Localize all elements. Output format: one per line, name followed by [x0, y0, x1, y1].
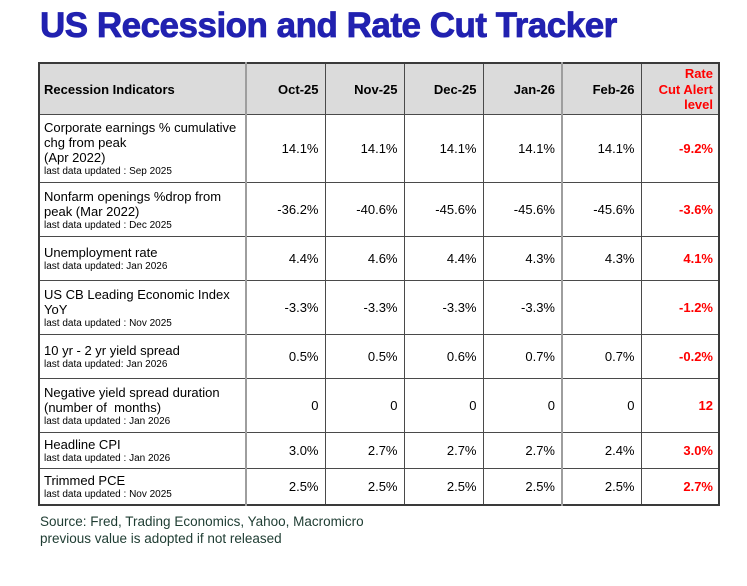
value-cell: 4.4% [245, 236, 326, 282]
value-cell: 2.7% [482, 432, 563, 470]
indicator-label: US CB Leading Economic Index YoY [44, 286, 230, 317]
alert-value-cell: 4.1% [640, 236, 720, 282]
value-cell: 2.4% [561, 432, 642, 470]
table-row-negative-spread-duration: Negative yield spread duration (number o… [38, 378, 720, 434]
value-cell: -45.6% [482, 182, 563, 238]
value-cell: 3.0% [245, 432, 326, 470]
recession-tracker-table: Recession Indicators Oct-25 Nov-25 Dec-2… [38, 62, 720, 506]
indicator-cell: Headline CPI last data updated : Jan 202… [38, 432, 247, 470]
value-cell: -40.6% [324, 182, 405, 238]
table-row-headline-cpi: Headline CPI last data updated : Jan 202… [38, 432, 720, 470]
column-header-feb-26: Feb-26 [561, 62, 642, 116]
last-updated-note: last data updated: Jan 2026 [44, 261, 168, 273]
indicator-label: Corporate earnings % cumulative chg from… [44, 120, 237, 166]
value-cell: 0 [403, 378, 484, 434]
column-header-nov-25: Nov-25 [324, 62, 405, 116]
alert-value-cell: -0.2% [640, 334, 720, 380]
last-updated-note: last data updated: Jan 2026 [44, 359, 168, 371]
value-cell: 0.5% [324, 334, 405, 380]
value-cell: 2.5% [324, 468, 405, 506]
source-note: Source: Fred, Trading Economics, Yahoo, … [40, 513, 747, 548]
alert-value-cell: 3.0% [640, 432, 720, 470]
last-updated-note: last data updated : Nov 2025 [44, 317, 172, 329]
value-cell: -3.3% [482, 280, 563, 336]
indicator-cell: US CB Leading Economic Index YoY last da… [38, 280, 247, 336]
column-header-dec-25: Dec-25 [403, 62, 484, 116]
column-header-rate-cut-alert: Rate Cut Alert level [640, 62, 720, 116]
indicator-cell: Negative yield spread duration (number o… [38, 378, 247, 434]
alert-value-cell: 12 [640, 378, 720, 434]
alert-value-cell: -1.2% [640, 280, 720, 336]
alert-value-cell: -9.2% [640, 114, 720, 184]
value-cell: -36.2% [245, 182, 326, 238]
value-cell: 2.5% [482, 468, 563, 506]
indicator-cell: Corporate earnings % cumulative chg from… [38, 114, 247, 184]
value-cell: 0 [482, 378, 563, 434]
column-header-oct-25: Oct-25 [245, 62, 326, 116]
indicator-label: Negative yield spread duration (number o… [44, 384, 220, 415]
table-row-trimmed-pce: Trimmed PCE last data updated : Nov 2025… [38, 468, 720, 506]
value-cell: 4.4% [403, 236, 484, 282]
value-cell: 14.1% [245, 114, 326, 184]
table-row-us-cb-lei: US CB Leading Economic Index YoY last da… [38, 280, 720, 336]
value-cell: 2.5% [245, 468, 326, 506]
table-row-nonfarm-openings: Nonfarm openings %drop from peak (Mar 20… [38, 182, 720, 238]
indicator-label: 10 yr - 2 yr yield spread [44, 343, 180, 359]
value-cell: 2.7% [403, 432, 484, 470]
value-cell: 14.1% [561, 114, 642, 184]
table-header: Recession Indicators Oct-25 Nov-25 Dec-2… [38, 62, 720, 116]
indicator-label: Headline CPI [44, 437, 121, 453]
value-cell: 0.7% [561, 334, 642, 380]
indicator-cell: 10 yr - 2 yr yield spread last data upda… [38, 334, 247, 380]
value-cell: 2.7% [324, 432, 405, 470]
column-header-indicators: Recession Indicators [38, 62, 247, 116]
alert-value-cell: 2.7% [640, 468, 720, 506]
value-cell: 0.5% [245, 334, 326, 380]
value-cell: 14.1% [324, 114, 405, 184]
value-cell: -45.6% [561, 182, 642, 238]
table-row-corporate-earnings: Corporate earnings % cumulative chg from… [38, 114, 720, 184]
last-updated-note: last data updated : Sep 2025 [44, 166, 172, 178]
indicator-cell: Unemployment rate last data updated: Jan… [38, 236, 247, 282]
indicator-label: Trimmed PCE [44, 472, 126, 488]
value-cell [561, 280, 642, 336]
last-updated-note: last data updated : Jan 2026 [44, 415, 171, 427]
indicator-cell: Trimmed PCE last data updated : Nov 2025 [38, 468, 247, 506]
source-line-2: previous value is adopted if not release… [40, 531, 282, 547]
value-cell: 4.3% [482, 236, 563, 282]
value-cell: 4.3% [561, 236, 642, 282]
value-cell: 0.7% [482, 334, 563, 380]
value-cell: 14.1% [482, 114, 563, 184]
indicator-label: Nonfarm openings %drop from peak (Mar 20… [44, 188, 222, 219]
last-updated-note: last data updated : Nov 2025 [44, 489, 172, 501]
value-cell: 4.6% [324, 236, 405, 282]
table-body: Corporate earnings % cumulative chg from… [38, 114, 720, 506]
value-cell: -3.3% [245, 280, 326, 336]
value-cell: 0 [561, 378, 642, 434]
value-cell: 0 [324, 378, 405, 434]
source-line-1: Source: Fred, Trading Economics, Yahoo, … [40, 513, 364, 529]
indicator-label: Unemployment rate [44, 245, 158, 261]
last-updated-note: last data updated : Jan 2026 [44, 453, 171, 465]
value-cell: -3.3% [403, 280, 484, 336]
table-row-yield-spread: 10 yr - 2 yr yield spread last data upda… [38, 334, 720, 380]
value-cell: 14.1% [403, 114, 484, 184]
table-row-unemployment-rate: Unemployment rate last data updated: Jan… [38, 236, 720, 282]
header-row: Recession Indicators Oct-25 Nov-25 Dec-2… [38, 62, 720, 116]
value-cell: -45.6% [403, 182, 484, 238]
value-cell: 2.5% [403, 468, 484, 506]
value-cell: 0 [245, 378, 326, 434]
value-cell: -3.3% [324, 280, 405, 336]
alert-value-cell: -3.6% [640, 182, 720, 238]
last-updated-note: last data updated : Dec 2025 [44, 219, 172, 231]
page: US Recession and Rate Cut Tracker Recess… [0, 6, 747, 586]
value-cell: 0.6% [403, 334, 484, 380]
indicator-cell: Nonfarm openings %drop from peak (Mar 20… [38, 182, 247, 238]
page-title: US Recession and Rate Cut Tracker [40, 6, 618, 46]
value-cell: 2.5% [561, 468, 642, 506]
column-header-jan-26: Jan-26 [482, 62, 563, 116]
